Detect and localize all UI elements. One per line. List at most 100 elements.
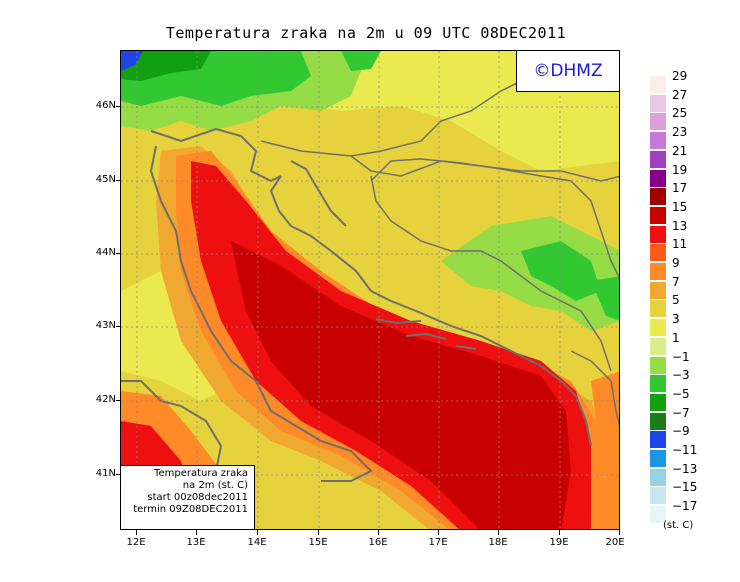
borders: [260, 51, 619, 427]
field-alps-blue: [121, 51, 143, 71]
legend-level-label: −1: [672, 349, 690, 364]
legend-swatch: [650, 188, 666, 207]
coast-north-adriatic: [150, 127, 282, 183]
legend-swatch: [650, 393, 666, 412]
legend-level-label: 15: [672, 199, 688, 214]
legend-level-label: 9: [672, 256, 680, 270]
legend-swatch: [650, 76, 666, 94]
lat-label-45n: 45N: [95, 174, 116, 185]
lon-tick: [438, 530, 439, 535]
lat-label-43n: 43N: [95, 320, 116, 331]
lon-label-12e: 12E: [126, 537, 146, 548]
legend-level-label: −17: [672, 499, 698, 514]
legend-swatch: [650, 337, 666, 356]
legend-level-label: 23: [672, 125, 688, 140]
lat-tick: [116, 253, 120, 254]
legend-level-label: 3: [672, 312, 680, 327]
temperature-field: [121, 51, 619, 529]
lon-label-19e: 19E: [549, 537, 569, 548]
field-bosnia-mid-green: [521, 241, 601, 301]
field-albania-orange: [591, 371, 619, 529]
lon-tick: [196, 530, 197, 535]
field-alps-dark-green: [121, 51, 211, 81]
field-italy-pale: [121, 271, 221, 401]
temperature-map: [120, 50, 620, 530]
legend-level-label: 5: [672, 293, 680, 308]
legend-level-label: 17: [672, 181, 688, 196]
legend-swatch: [650, 431, 666, 450]
grid: [121, 51, 619, 529]
lat-label-46n: 46N: [95, 100, 116, 111]
legend-swatch: [650, 132, 666, 151]
legend-swatch: [650, 113, 666, 132]
legend-swatch: [650, 94, 666, 113]
lon-tick: [136, 530, 137, 535]
legend-units: (st. C): [663, 520, 694, 531]
lon-label-20e: 20E: [605, 537, 625, 548]
lon-tick: [498, 530, 499, 535]
lon-tick: [257, 530, 258, 535]
legend-level-label: 27: [672, 87, 688, 102]
legend-level-label: −15: [672, 480, 698, 495]
info-box: Temperatura zraka na 2m (st. C) start 00…: [120, 465, 255, 530]
legend-level-label: −13: [672, 461, 698, 476]
legend-swatch: [650, 375, 666, 394]
legend-swatch: [650, 169, 666, 188]
legend-level-label: 13: [672, 218, 688, 233]
border-albania: [610, 380, 619, 427]
lat-tick: [116, 326, 120, 327]
legend-swatch: [650, 468, 666, 487]
legend-swatch: [650, 300, 666, 319]
dhmz-copyright: ©DHMZ: [516, 50, 620, 92]
info-line-4: termin 09Z08DEC2011: [133, 504, 248, 515]
legend-level-label: −5: [672, 386, 690, 401]
legend-swatch: [650, 506, 666, 525]
lon-label-15e: 15E: [308, 537, 328, 548]
legend-level-label: 7: [672, 274, 680, 289]
legend-swatch: [650, 319, 666, 338]
field-adriatic-dark-red: [231, 241, 571, 529]
legend-level-label: 1: [672, 330, 680, 345]
legend-swatch: [650, 150, 666, 169]
legend-swatch: [650, 412, 666, 431]
legend-level-label: 25: [672, 106, 688, 121]
border-montenegro: [570, 350, 612, 382]
legend-level-label: −9: [672, 424, 690, 439]
legend-swatch: [650, 206, 666, 225]
lat-tick: [116, 106, 120, 107]
info-line-3: start 00z08dec2011: [147, 492, 248, 503]
lat-tick: [116, 180, 120, 181]
lat-label-44n: 44N: [95, 247, 116, 258]
legend-level-label: −11: [672, 443, 698, 457]
lat-label-42n: 42N: [95, 394, 116, 405]
lon-tick: [378, 530, 379, 535]
legend-swatch: [650, 281, 666, 300]
lon-label-13e: 13E: [186, 537, 206, 548]
legend-level-label: 21: [672, 143, 688, 158]
legend-level-label: 11: [672, 237, 688, 252]
coast-dalmatia: [269, 175, 592, 447]
legend-swatch: [650, 225, 666, 244]
legend-swatch: [650, 487, 666, 506]
legend-level-label: −3: [672, 368, 690, 383]
lat-label-41n: 41N: [95, 468, 116, 479]
legend-swatch: [650, 356, 666, 375]
legend-level-label: −7: [672, 405, 690, 420]
lon-label-16e: 16E: [368, 537, 388, 548]
lat-tick: [116, 400, 120, 401]
info-line-1: Temperatura zraka: [154, 468, 248, 479]
coast-italy-east: [149, 145, 373, 482]
lon-label-17e: 17E: [428, 537, 448, 548]
legend-swatch: [650, 450, 666, 468]
coastlines: [121, 127, 592, 529]
island-3: [455, 345, 477, 350]
info-line-2: na 2m (st. C): [182, 480, 248, 491]
coast-istria: [290, 160, 347, 227]
lon-tick: [559, 530, 560, 535]
legend-swatch: [650, 244, 666, 263]
border-bosnia-north: [370, 158, 619, 279]
field-montenegro-green: [591, 276, 619, 321]
lon-label-18e: 18E: [488, 537, 508, 548]
island-1: [375, 318, 422, 325]
legend-level-label: 19: [672, 162, 688, 177]
